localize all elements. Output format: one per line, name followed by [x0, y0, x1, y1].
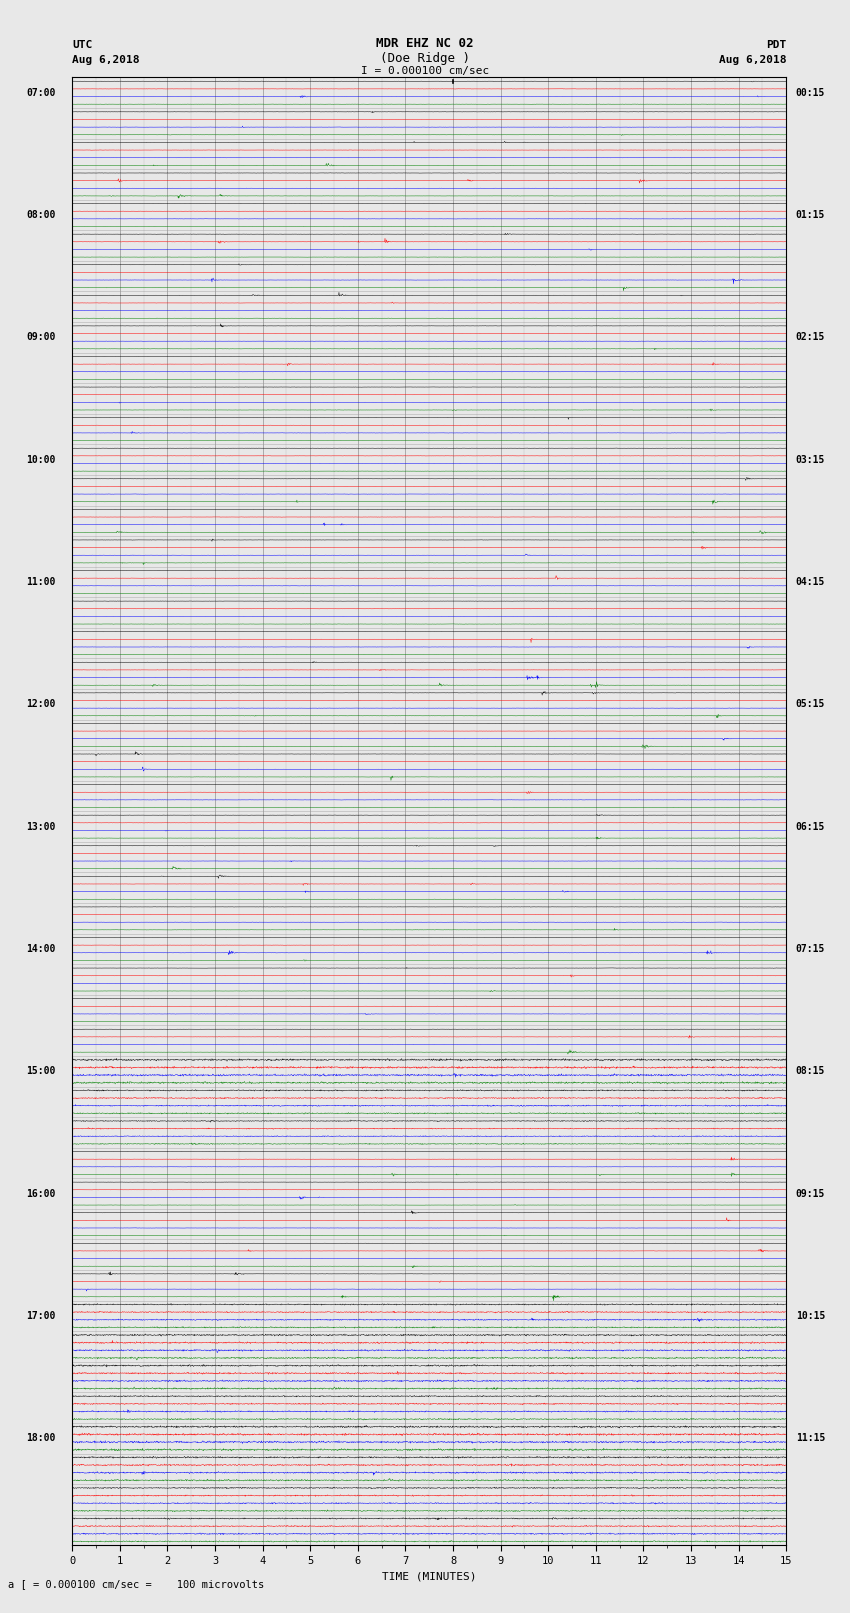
Text: Aug 6,2018: Aug 6,2018 [72, 55, 139, 65]
Text: 18:00: 18:00 [26, 1434, 55, 1444]
Text: 01:15: 01:15 [796, 210, 825, 219]
Text: 04:15: 04:15 [796, 577, 825, 587]
Text: 10:15: 10:15 [796, 1311, 825, 1321]
Text: 15:00: 15:00 [26, 1066, 55, 1076]
Text: 02:15: 02:15 [796, 332, 825, 342]
X-axis label: TIME (MINUTES): TIME (MINUTES) [382, 1571, 477, 1581]
Text: 17:00: 17:00 [26, 1311, 55, 1321]
Text: 13:00: 13:00 [26, 821, 55, 832]
Text: 05:15: 05:15 [796, 700, 825, 710]
Text: 12:00: 12:00 [26, 700, 55, 710]
Text: 11:15: 11:15 [796, 1434, 825, 1444]
Text: 07:15: 07:15 [796, 944, 825, 953]
Text: 14:00: 14:00 [26, 944, 55, 953]
Text: 09:15: 09:15 [796, 1189, 825, 1198]
Text: 06:15: 06:15 [796, 821, 825, 832]
Text: 08:15: 08:15 [796, 1066, 825, 1076]
Text: UTC: UTC [72, 40, 93, 50]
Text: 03:15: 03:15 [796, 455, 825, 465]
Text: a [ = 0.000100 cm/sec =    100 microvolts: a [ = 0.000100 cm/sec = 100 microvolts [8, 1579, 264, 1589]
Text: PDT: PDT [766, 40, 786, 50]
Text: 11:00: 11:00 [26, 577, 55, 587]
Text: 09:00: 09:00 [26, 332, 55, 342]
Text: 08:00: 08:00 [26, 210, 55, 219]
Text: 16:00: 16:00 [26, 1189, 55, 1198]
Text: Aug 6,2018: Aug 6,2018 [719, 55, 786, 65]
Text: (Doe Ridge ): (Doe Ridge ) [380, 52, 470, 65]
Text: 00:15: 00:15 [796, 87, 825, 98]
Text: 10:00: 10:00 [26, 455, 55, 465]
Text: 07:00: 07:00 [26, 87, 55, 98]
Text: MDR EHZ NC 02: MDR EHZ NC 02 [377, 37, 473, 50]
Text: I = 0.000100 cm/sec: I = 0.000100 cm/sec [361, 66, 489, 76]
